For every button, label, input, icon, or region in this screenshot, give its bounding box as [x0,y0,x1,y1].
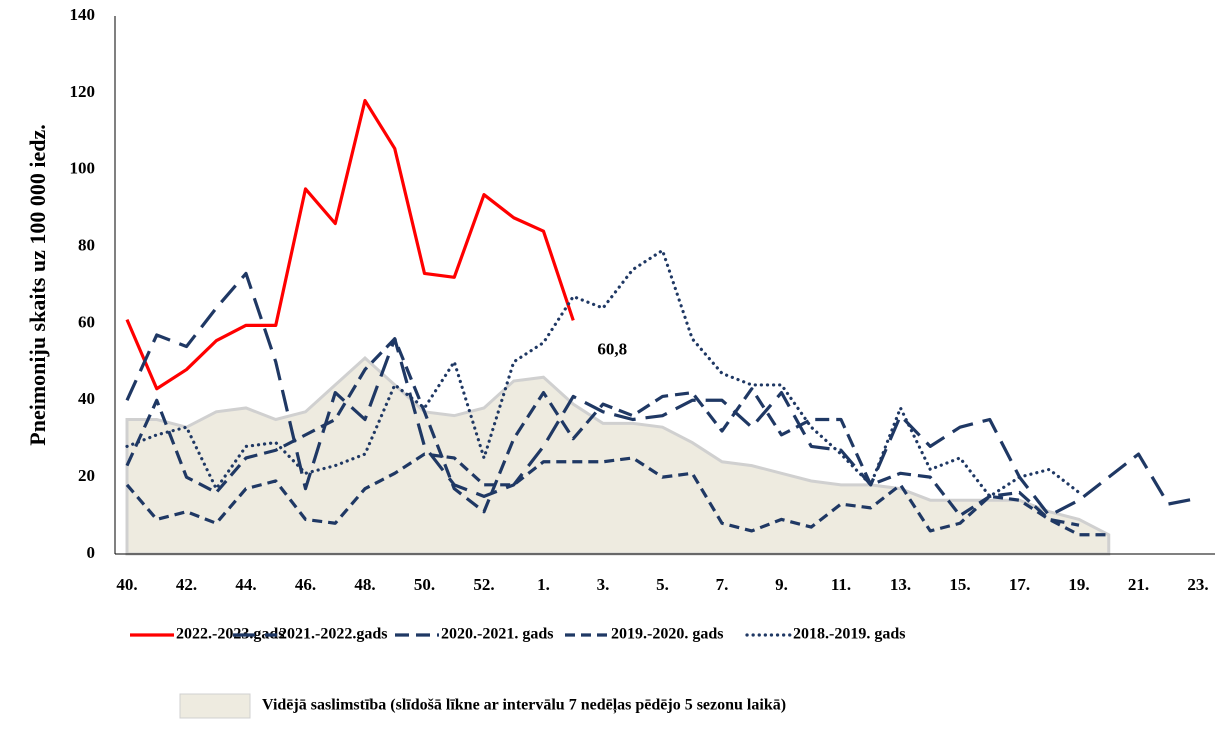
legend-label: 2020.-2021. gads [441,626,553,643]
x-tick-label: 3. [597,575,610,594]
line-series [125,98,575,391]
y-tick-label: 40 [78,389,95,408]
x-tick-label: 17. [1009,575,1030,594]
x-tick-label: 13. [890,575,911,594]
x-tick-label: 23. [1187,575,1208,594]
y-axis-title: Pneimoniju skaits uz 100 000 iedz. [25,124,50,445]
y-tick-label: 60 [78,312,95,331]
legend-label: 2022.-2023.gads [176,626,284,643]
x-tick-label: 48. [354,575,375,594]
data-label: 60,8 [597,339,627,358]
line-series [125,248,1081,498]
plot-area [125,98,1199,556]
y-tick-label: 140 [70,5,96,24]
x-tick-label: 1. [537,575,550,594]
line-series [125,452,1109,537]
legend-item: 2018.-2019. gads [745,626,905,643]
legend-item: Vidējā saslimstība (slīdošā līkne ar int… [179,693,786,719]
legend-item: 2021.-2022.gads [233,626,387,643]
area [125,355,1111,556]
legend-item: 2019.-2020. gads [565,626,723,643]
line-series [125,337,1080,527]
legend-swatch [179,693,251,719]
x-tick-label: 19. [1068,575,1089,594]
x-tick-label: 15. [949,575,970,594]
y-tick-label: 80 [78,235,95,254]
legend-item: 2022.-2023.gads [130,626,284,643]
legend-label: 2021.-2022.gads [279,626,387,643]
x-tick-label: 40. [116,575,137,594]
x-tick-label: 52. [473,575,494,594]
x-tick-label: 11. [831,575,851,594]
legend-label: 2019.-2020. gads [611,626,723,643]
legend-item: 2020.-2021. gads [395,626,553,643]
x-tick-label: 50. [414,575,435,594]
y-tick-label: 20 [78,466,95,485]
legend-label: 2018.-2019. gads [793,626,905,643]
x-tick-label: 42. [176,575,197,594]
x-tick-label: 46. [295,575,316,594]
y-tick-label: 120 [70,82,96,101]
x-tick-label: 21. [1128,575,1149,594]
x-tick-label: 9. [775,575,788,594]
legend-label: Vidējā saslimstība (slīdošā līkne ar int… [262,697,786,715]
y-tick-label: 0 [87,543,96,562]
x-tick-label: 44. [235,575,256,594]
x-tick-label: 5. [656,575,669,594]
x-tick-label: 7. [716,575,729,594]
y-tick-label: 100 [70,159,96,178]
